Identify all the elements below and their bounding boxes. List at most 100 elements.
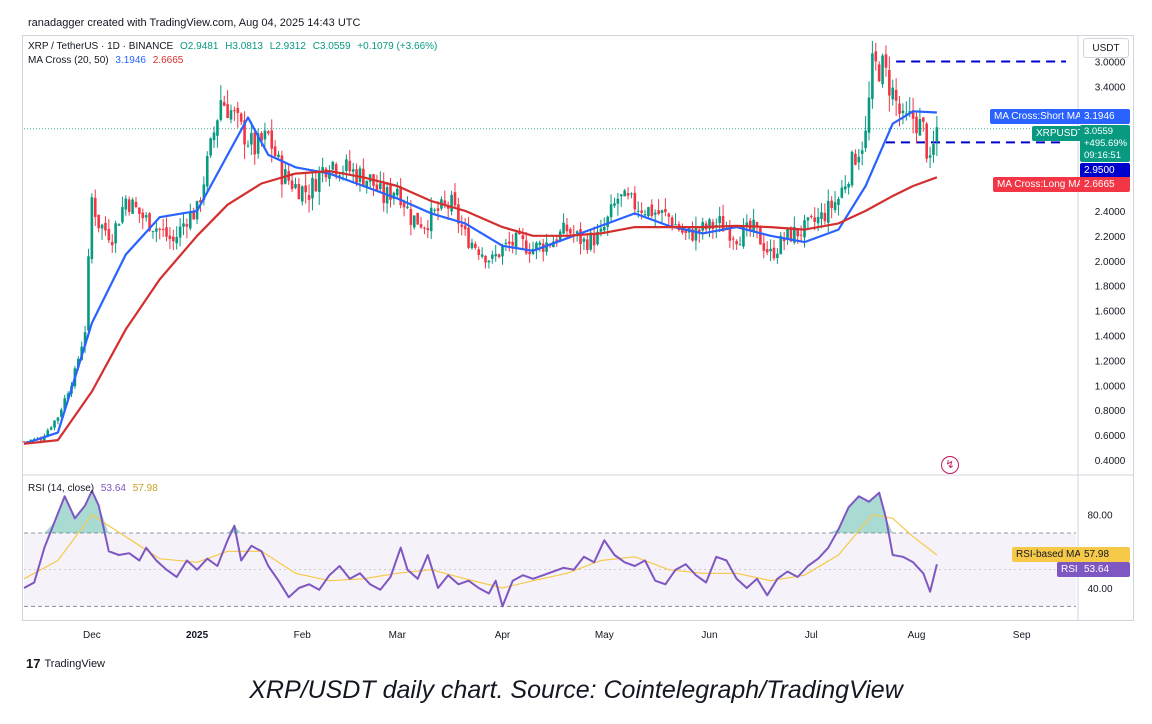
- candle-body: [670, 217, 674, 227]
- candle-body: [691, 229, 694, 241]
- candle-body: [589, 232, 593, 250]
- candle-body: [121, 207, 124, 223]
- candle-body: [453, 192, 457, 206]
- candle-body: [416, 212, 419, 225]
- candle-body: [779, 235, 783, 254]
- legend-high: H3.0813: [225, 41, 263, 52]
- candle-body: [389, 185, 392, 200]
- candle-body: [436, 208, 440, 211]
- lightning-icon[interactable]: ↯: [941, 456, 959, 474]
- candle-body: [511, 241, 514, 246]
- candle-body: [460, 224, 464, 227]
- countdown-value: 09:16:51: [1084, 150, 1121, 161]
- price-axis-label: 2.0000: [1095, 257, 1126, 268]
- candle-body: [300, 186, 304, 202]
- candle-body: [528, 251, 531, 255]
- candle-body: [124, 198, 128, 210]
- candle-body: [813, 217, 816, 222]
- candle-body: [826, 200, 830, 223]
- candle-body: [606, 216, 609, 227]
- candle-body: [619, 194, 623, 197]
- short-ma-line: [23, 110, 937, 445]
- candle-body: [928, 155, 932, 158]
- candle-body: [738, 244, 742, 246]
- candle-body: [406, 206, 409, 208]
- price-axis-label: 1.4000: [1095, 331, 1126, 342]
- candle-body: [762, 243, 766, 251]
- candle-body: [905, 113, 908, 115]
- short-ma-name-tag: MA Cross:Short MA: [990, 109, 1086, 124]
- rsi-ma-line: [23, 514, 938, 589]
- candle-body: [49, 427, 53, 430]
- attribution-text: ranadagger created with TradingView.com,…: [28, 17, 361, 29]
- rsi-line: [23, 489, 938, 608]
- candle-body: [894, 89, 898, 101]
- legend-ma-long: 2.6665: [152, 55, 184, 66]
- candle-body: [789, 227, 793, 242]
- candle-body: [881, 55, 884, 85]
- candle-body: [209, 138, 212, 156]
- candle-body: [745, 222, 749, 227]
- candle-body: [935, 127, 939, 142]
- legend-rsi-value: 53.64: [100, 483, 126, 494]
- candle-body: [562, 222, 565, 234]
- candle-body: [755, 222, 759, 228]
- long-ma-name-tag: MA Cross:Long MA: [993, 177, 1088, 192]
- candle-body: [256, 133, 260, 154]
- candle-body: [467, 227, 470, 248]
- candle-body: [874, 51, 878, 62]
- candle-body: [596, 231, 599, 245]
- candle-body: [640, 210, 643, 213]
- candle-body: [480, 254, 484, 257]
- candle-body: [847, 183, 850, 188]
- candle-body: [263, 130, 267, 140]
- long-ma-value-tag: 2.6665: [1080, 177, 1130, 192]
- candle-body: [921, 117, 925, 122]
- time-axis-label: Mar: [389, 630, 407, 641]
- rsi-legend: RSI (14, close) 53.64 57.98: [28, 483, 162, 494]
- candle-body: [915, 116, 918, 134]
- candle-body: [484, 255, 487, 263]
- candle-body: [864, 130, 867, 149]
- candle-body: [90, 197, 94, 259]
- legend-change: +0.1079 (+3.66%): [357, 41, 438, 52]
- candle-body: [334, 164, 338, 175]
- candle-body: [810, 216, 813, 218]
- support-level-tag: 2.9500: [1080, 163, 1130, 178]
- rsi-axis-label: 80.00: [1087, 511, 1112, 522]
- candle-body: [158, 228, 162, 230]
- candle-body: [613, 203, 616, 206]
- candle-body: [524, 240, 528, 254]
- candle-body: [833, 202, 837, 211]
- legend-open: O2.9481: [180, 41, 219, 52]
- candle-body: [538, 242, 542, 246]
- candle-body: [626, 193, 630, 196]
- candle-body: [592, 233, 596, 246]
- candle-body: [830, 200, 833, 209]
- candle-body: [131, 199, 134, 214]
- candle-body: [172, 236, 175, 242]
- candle-body: [423, 227, 426, 229]
- candle-body: [793, 226, 796, 243]
- candle-body: [708, 219, 711, 229]
- candle-body: [127, 199, 131, 212]
- candle-body: [891, 87, 895, 100]
- candle-body: [134, 201, 138, 208]
- candle-body: [110, 241, 114, 246]
- candle-body: [402, 202, 406, 208]
- candle-body: [239, 113, 243, 122]
- candle-body: [860, 150, 864, 154]
- candle-body: [144, 215, 148, 218]
- price-axis-label: 3.0000: [1095, 57, 1126, 68]
- candle-body: [294, 184, 297, 189]
- candle-body: [602, 227, 606, 231]
- candle-body: [219, 100, 223, 120]
- candle-body: [277, 154, 280, 158]
- candle-body: [243, 120, 246, 145]
- candle-body: [53, 420, 56, 428]
- currency-selector[interactable]: USDT: [1083, 38, 1129, 58]
- candle-body: [698, 229, 701, 233]
- candle-body: [395, 188, 399, 196]
- candle-body: [854, 153, 857, 165]
